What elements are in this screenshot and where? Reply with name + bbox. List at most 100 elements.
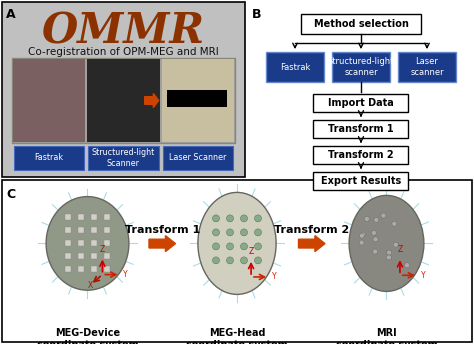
Circle shape: [386, 255, 392, 260]
Bar: [65, 240, 71, 246]
Text: C: C: [6, 188, 15, 201]
Circle shape: [381, 213, 386, 218]
Bar: [65, 214, 71, 221]
Text: Import Data: Import Data: [328, 98, 394, 108]
Text: Transform 2: Transform 2: [274, 225, 349, 235]
Circle shape: [387, 250, 392, 255]
Text: X: X: [87, 281, 92, 290]
Bar: [91, 266, 97, 272]
Bar: [332, 52, 390, 82]
Text: Transform 2: Transform 2: [328, 150, 394, 160]
FancyArrow shape: [145, 94, 159, 107]
Ellipse shape: [198, 192, 276, 294]
Text: Transform 1: Transform 1: [125, 225, 200, 235]
Circle shape: [227, 243, 234, 250]
Bar: [65, 227, 71, 233]
FancyArrow shape: [299, 236, 325, 251]
Bar: [2, 2, 245, 177]
Bar: [162, 59, 234, 142]
Circle shape: [373, 249, 378, 254]
Circle shape: [372, 230, 376, 235]
Bar: [91, 254, 97, 259]
Bar: [301, 14, 421, 34]
Circle shape: [227, 257, 234, 264]
Bar: [313, 146, 409, 164]
Bar: [78, 254, 84, 259]
Bar: [78, 266, 84, 272]
Circle shape: [255, 243, 262, 250]
Bar: [13, 59, 85, 142]
Circle shape: [212, 215, 219, 222]
Text: Z: Z: [397, 245, 402, 254]
Bar: [14, 146, 84, 170]
Ellipse shape: [46, 197, 129, 290]
Ellipse shape: [349, 195, 424, 291]
Circle shape: [227, 215, 234, 222]
Text: Fastrak: Fastrak: [35, 153, 64, 162]
Text: Y: Y: [272, 272, 277, 281]
Bar: [88, 146, 159, 170]
Circle shape: [374, 217, 379, 223]
Circle shape: [212, 257, 219, 264]
Circle shape: [240, 257, 247, 264]
Circle shape: [405, 263, 410, 268]
Bar: [65, 266, 71, 272]
Bar: [104, 227, 110, 233]
Text: Z: Z: [248, 247, 254, 256]
Circle shape: [240, 215, 247, 222]
Circle shape: [255, 229, 262, 236]
Text: Structured-light
scanner: Structured-light scanner: [328, 57, 394, 77]
Text: Y: Y: [123, 270, 128, 279]
Text: MEG-Head
coordinate system: MEG-Head coordinate system: [186, 328, 288, 344]
Text: Z: Z: [100, 245, 105, 254]
Bar: [2, 180, 472, 342]
Bar: [87, 59, 160, 142]
Circle shape: [359, 233, 365, 238]
Circle shape: [361, 232, 365, 237]
Circle shape: [255, 215, 262, 222]
Bar: [91, 240, 97, 246]
Bar: [78, 240, 84, 246]
Text: Laser Scanner: Laser Scanner: [169, 153, 227, 162]
Bar: [167, 90, 227, 107]
Circle shape: [365, 216, 369, 222]
Bar: [104, 266, 110, 272]
Text: Fastrak: Fastrak: [280, 63, 310, 72]
Text: Method selection: Method selection: [314, 19, 409, 29]
Circle shape: [212, 243, 219, 250]
Bar: [91, 227, 97, 233]
Circle shape: [212, 229, 219, 236]
Text: Y: Y: [421, 271, 426, 280]
Bar: [104, 214, 110, 221]
Bar: [163, 146, 233, 170]
Bar: [65, 254, 71, 259]
Bar: [12, 58, 235, 143]
Text: Co-registration of OPM-MEG and MRI: Co-registration of OPM-MEG and MRI: [28, 47, 219, 57]
Text: A: A: [6, 8, 16, 21]
Bar: [313, 172, 409, 190]
Bar: [313, 94, 409, 112]
Bar: [266, 52, 324, 82]
Bar: [91, 214, 97, 221]
Circle shape: [359, 240, 364, 245]
Bar: [78, 214, 84, 221]
Circle shape: [392, 221, 397, 226]
Bar: [104, 254, 110, 259]
Text: Transform 1: Transform 1: [328, 124, 394, 134]
Circle shape: [240, 243, 247, 250]
Text: Laser
scanner: Laser scanner: [410, 57, 444, 77]
Text: Structured-light
Scanner: Structured-light Scanner: [92, 148, 155, 168]
Text: MEG-Device
coordinate system: MEG-Device coordinate system: [36, 328, 138, 344]
Bar: [104, 240, 110, 246]
Bar: [398, 52, 456, 82]
Circle shape: [393, 242, 398, 247]
FancyArrow shape: [149, 236, 175, 251]
Circle shape: [227, 229, 234, 236]
Text: OMMR: OMMR: [42, 11, 205, 53]
Bar: [78, 227, 84, 233]
Circle shape: [240, 229, 247, 236]
Text: B: B: [252, 8, 262, 21]
Circle shape: [373, 237, 378, 242]
Circle shape: [255, 257, 262, 264]
Text: Export Results: Export Results: [321, 176, 401, 186]
